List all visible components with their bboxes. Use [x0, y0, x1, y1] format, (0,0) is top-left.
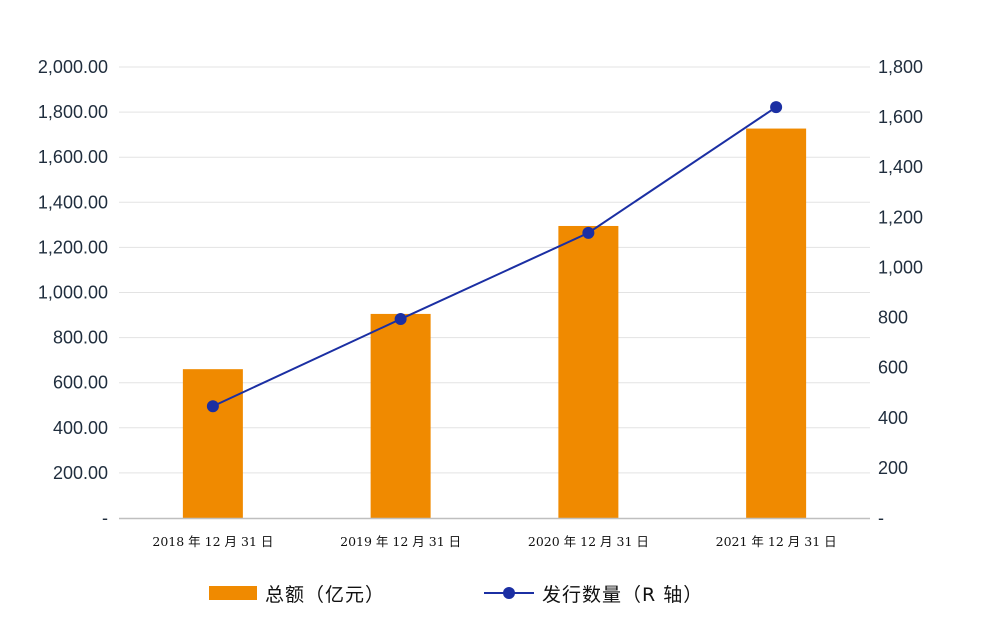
bar [370, 313, 431, 518]
y-right-tick-label: 1,200 [878, 207, 923, 227]
x-tick-label: 2021 年 12 月 31 日 [716, 534, 837, 549]
x-tick-label: 2020 年 12 月 31 日 [528, 534, 649, 549]
y-left-tick-label: 800.00 [53, 328, 108, 348]
gridlines [119, 66, 870, 474]
y-left-tick-label: 1,600.00 [38, 147, 108, 167]
y-right-tick-label: 1,400 [878, 157, 923, 177]
x-axis: 2018 年 12 月 31 日 2019 年 12 月 31 日 2020 年 1… [152, 534, 836, 549]
y-left-tick-label: 1,800.00 [38, 102, 108, 122]
y-right-tick-label: 600 [878, 358, 908, 378]
line-series [206, 101, 783, 413]
y-right-tick-label: - [878, 508, 884, 528]
y-left-tick-label: 400.00 [53, 418, 108, 438]
y-right-tick-label: 800 [878, 308, 908, 328]
y-left-tick-label: 1,200.00 [38, 237, 108, 257]
line-point [206, 400, 219, 413]
y-right-tick-label: 200 [878, 458, 908, 478]
y-right-tick-label: 1,000 [878, 257, 923, 277]
legend-bar-swatch [209, 586, 257, 600]
legend-label-total: 总额（亿元） [265, 583, 386, 606]
legend-line-swatch [484, 586, 534, 600]
legend-item-count: 发行数量（R 轴） [484, 578, 703, 608]
x-tick-label: 2018 年 12 月 31 日 [152, 534, 273, 549]
y-left-tick-label: 200.00 [53, 463, 108, 483]
y-right-tick-label: 400 [878, 408, 908, 428]
x-tick-label: 2019 年 12 月 31 日 [340, 534, 461, 549]
bar-series [182, 128, 807, 519]
y-left-tick-label: 1,400.00 [38, 192, 108, 212]
line-point [770, 101, 783, 114]
bar [746, 128, 807, 518]
y-left-tick-label: 2,000.00 [38, 57, 108, 77]
bar [558, 225, 619, 519]
legend-item-total: 总额（亿元） [209, 578, 385, 608]
y-left-tick-label: - [102, 508, 108, 528]
y-right-tick-label: 1,800 [878, 57, 923, 77]
left-axis: - 200.00 400.00 600.00 800.00 1,000.00 1,200.0… [38, 57, 108, 528]
y-left-tick-label: 600.00 [53, 373, 108, 393]
line-point [394, 313, 407, 326]
bar [182, 369, 243, 518]
y-left-tick-label: 1,000.00 [38, 283, 108, 303]
legend: 总额（亿元） 发行数量（R 轴） [0, 578, 998, 608]
legend-label-count: 发行数量（R 轴） [542, 583, 704, 606]
series-line [212, 106, 777, 408]
line-point [582, 226, 595, 239]
y-right-tick-label: 1,600 [878, 107, 923, 127]
right-axis: - 200 400 600 800 1,000 1,200 1,400 1,600 1,800 [878, 57, 923, 528]
